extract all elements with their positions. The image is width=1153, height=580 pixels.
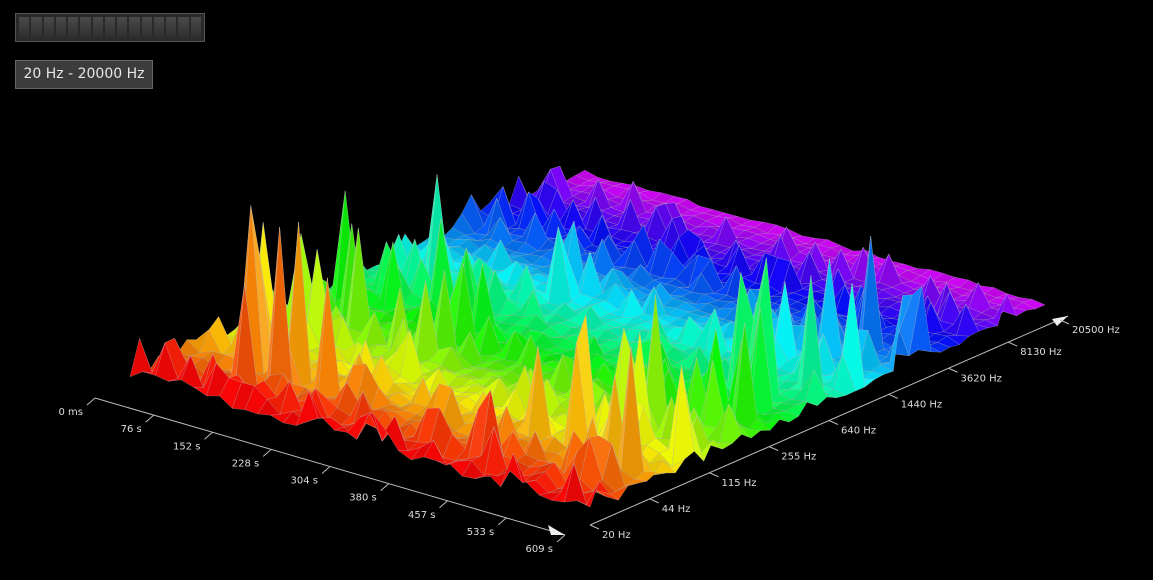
time-tick-label: 228 s [232, 458, 259, 469]
tick-mark [649, 498, 659, 504]
time-tick-label: 609 s [526, 544, 553, 555]
tick-mark [589, 524, 600, 530]
range-button[interactable]: 20 Hz - 20000 Hz [15, 60, 153, 89]
surface-cell [129, 337, 153, 378]
surface-cell [596, 490, 619, 501]
time-tick-label: 533 s [467, 527, 494, 538]
time-tick-label: 304 s [291, 476, 318, 487]
tick-mark [948, 367, 958, 373]
time-tick-label: 0 ms [59, 407, 84, 418]
tick-mark [888, 393, 898, 399]
tick-mark [1059, 319, 1070, 325]
tick-mark [1008, 341, 1018, 347]
time-tick-label: 457 s [408, 510, 435, 521]
surface-cell [822, 389, 847, 399]
frequency-tick-label: 1440 Hz [901, 399, 942, 410]
axis-arrow [1052, 316, 1068, 326]
surface-cell [766, 412, 790, 424]
frequency-tick-label: 255 Hz [781, 452, 816, 463]
tick-mark [204, 431, 213, 440]
time-tick-label: 152 s [173, 441, 200, 452]
tick-mark [262, 448, 272, 457]
surface-cell [1012, 302, 1037, 311]
surface-cell [671, 365, 695, 468]
level-meter [15, 13, 205, 42]
tick-mark [380, 483, 390, 492]
frequency-tick-label: 20 Hz [602, 530, 631, 541]
axis-arrow [548, 525, 565, 535]
surface-cell [747, 418, 771, 431]
tick-mark [556, 534, 566, 543]
frequency-tick-label: 8130 Hz [1020, 347, 1061, 358]
tick-mark [439, 500, 448, 509]
frequency-tick-label: 640 Hz [841, 426, 876, 437]
tick-mark [145, 414, 155, 423]
tick-mark [709, 472, 719, 478]
tick-mark [86, 397, 96, 406]
surface-cell [577, 480, 600, 508]
frequency-tick-label: 3620 Hz [961, 373, 1002, 384]
ticks: 0 ms 76 s 152 s 228 s 304 s 380 s 457 s 533 s 60… [59, 319, 1120, 555]
tick-mark [497, 517, 507, 526]
tick-mark [769, 446, 779, 452]
time-tick-label: 380 s [349, 493, 376, 504]
frequency-tick-label: 44 Hz [662, 504, 691, 515]
surface-cell [832, 353, 856, 396]
frequency-tick-label: 20500 Hz [1072, 325, 1120, 336]
surface-cell [785, 400, 809, 417]
surface-cell [624, 478, 647, 487]
frequency-tick-label: 115 Hz [722, 478, 757, 489]
time-tick-label: 76 s [121, 424, 142, 435]
tick-mark [321, 466, 331, 474]
surface [129, 165, 1046, 508]
tick-mark [828, 420, 839, 425]
surface-cell [615, 483, 638, 492]
surface-cell [804, 369, 828, 407]
